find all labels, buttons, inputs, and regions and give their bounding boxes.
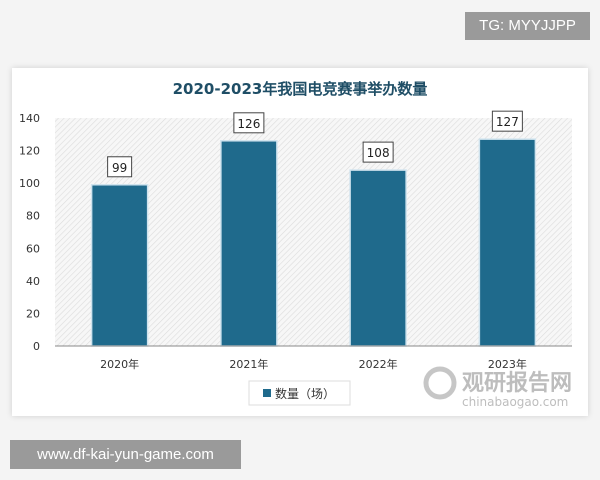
bar bbox=[220, 140, 278, 347]
legend: 数量（场） bbox=[248, 380, 351, 406]
x-tick-label: 2023年 bbox=[488, 357, 527, 371]
data-label: 99 bbox=[112, 161, 127, 175]
y-tick-label: 100 bbox=[19, 177, 40, 190]
data-label: 127 bbox=[496, 115, 519, 129]
y-tick-label: 140 bbox=[19, 112, 40, 125]
watermark: 观研报告网 chinabaogao.com bbox=[423, 366, 572, 409]
data-label-box bbox=[491, 110, 523, 132]
x-tick-label: 2021年 bbox=[229, 357, 268, 371]
x-tick-label: 2022年 bbox=[359, 357, 398, 371]
url-label: www.df-kai-yun-game.com bbox=[10, 440, 241, 469]
legend-swatch bbox=[263, 389, 271, 397]
y-tick-label: 80 bbox=[26, 210, 40, 223]
data-label: 108 bbox=[367, 146, 390, 160]
chart-title: 2020-2023年我国电竞赛事举办数量 bbox=[173, 80, 428, 98]
y-tick-label: 20 bbox=[26, 307, 40, 320]
bar bbox=[478, 138, 537, 347]
data-label-box bbox=[362, 141, 394, 163]
legend-label: 数量（场） bbox=[275, 386, 335, 401]
watermark-en: chinabaogao.com bbox=[462, 395, 568, 409]
watermark-cn: 观研报告网 bbox=[462, 371, 572, 396]
chart-card: 2020-2023年我国电竞赛事举办数量 0 20 40 60 80 100 120 140 9… bbox=[12, 68, 588, 416]
y-tick-label: 60 bbox=[26, 242, 40, 255]
data-label: 126 bbox=[237, 117, 260, 131]
y-tick-label: 120 bbox=[19, 145, 40, 158]
data-label-box bbox=[233, 112, 265, 134]
bar-chart: 2020-2023年我国电竞赛事举办数量 0 20 40 60 80 100 120 140 9… bbox=[19, 80, 572, 409]
tg-label: TG: MYYJJPP bbox=[465, 12, 590, 40]
data-label-box bbox=[107, 156, 133, 178]
y-tick-label: 40 bbox=[26, 275, 40, 288]
bar bbox=[90, 184, 149, 347]
bar bbox=[349, 169, 407, 347]
x-tick-label: 2020年 bbox=[100, 357, 139, 371]
y-tick-label: 0 bbox=[33, 340, 40, 353]
